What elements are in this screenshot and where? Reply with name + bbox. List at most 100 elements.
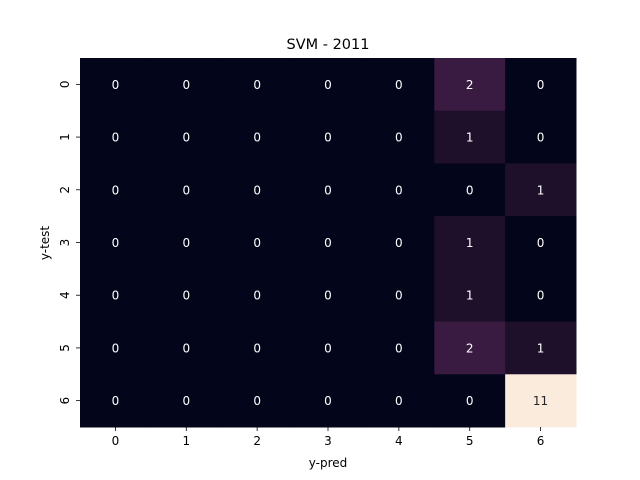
cell-label-r2-c4: 0 bbox=[395, 183, 403, 197]
heatmap-cell-r3-c6 bbox=[505, 216, 577, 270]
heatmap-cell-r6-c2 bbox=[221, 374, 294, 428]
heatmap-cell-r2-c6 bbox=[505, 163, 577, 217]
cell-label-r5-c2: 0 bbox=[253, 341, 261, 355]
cell-label-r1-c3: 0 bbox=[324, 131, 332, 145]
heatmap-cell-r3-c2 bbox=[221, 216, 294, 270]
cell-label-r0-c3: 0 bbox=[324, 78, 332, 92]
y-tick-label: 1 bbox=[58, 133, 72, 141]
x-tick-label: 6 bbox=[537, 434, 545, 448]
heatmap-cell-r5-c2 bbox=[221, 321, 294, 375]
heatmap-cell-r4-c6 bbox=[505, 268, 577, 323]
heatmap-cell-r6-c0 bbox=[80, 374, 152, 428]
cell-label-r6-c0: 0 bbox=[112, 394, 120, 408]
y-tick-label: 4 bbox=[58, 291, 72, 299]
cell-label-r6-c1: 0 bbox=[182, 394, 190, 408]
heatmap-cell-r5-c4 bbox=[363, 321, 435, 375]
chart-title: SVM - 2011 bbox=[287, 37, 370, 53]
heatmap-cell-r4-c0 bbox=[80, 268, 152, 323]
cell-label-r5-c6: 1 bbox=[537, 341, 545, 355]
heatmap-cell-r2-c4 bbox=[363, 163, 435, 217]
cell-label-r0-c5: 2 bbox=[466, 78, 474, 92]
cell-label-r1-c2: 0 bbox=[253, 131, 261, 145]
cell-label-r1-c6: 0 bbox=[537, 131, 545, 145]
cell-label-r3-c0: 0 bbox=[112, 236, 120, 250]
heatmap-cell-r1-c0 bbox=[80, 110, 152, 164]
x-tick-label: 3 bbox=[324, 434, 332, 448]
heatmap-cell-r3-c0 bbox=[80, 216, 152, 270]
cell-label-r6-c4: 0 bbox=[395, 394, 403, 408]
cell-label-r5-c4: 0 bbox=[395, 341, 403, 355]
x-tick-label: 0 bbox=[112, 434, 120, 448]
heatmap-cell-r0-c0 bbox=[80, 58, 152, 112]
heatmap-cell-r6-c6 bbox=[505, 374, 577, 428]
heatmap-cell-r4-c2 bbox=[221, 268, 294, 323]
x-axis-label: y-pred bbox=[309, 456, 348, 470]
heatmap-cell-r4-c3 bbox=[292, 268, 364, 323]
cell-annotations: 0 0 0 0 0 2 0 0 0 0 0 0 1 0 0 0 0 0 0 0 1 0 0 0 0 0 1 0 0 0 0 0 0 1 0 0 0 0 0 0… bbox=[112, 78, 549, 408]
cell-label-r5-c0: 0 bbox=[112, 341, 120, 355]
y-tick-label: 0 bbox=[58, 81, 72, 89]
cell-label-r2-c2: 0 bbox=[253, 183, 261, 197]
y-tick-label: 5 bbox=[58, 344, 72, 352]
heatmap-cell-r1-c3 bbox=[292, 110, 364, 164]
x-tick-label: 5 bbox=[466, 434, 474, 448]
x-axis: 0 1 2 3 4 5 6 bbox=[112, 427, 545, 448]
x-tick-label: 1 bbox=[182, 434, 190, 448]
heatmap-cell-r3-c4 bbox=[363, 216, 435, 270]
cell-label-r3-c2: 0 bbox=[253, 236, 261, 250]
cell-label-r2-c3: 0 bbox=[324, 183, 332, 197]
cell-label-r6-c3: 0 bbox=[324, 394, 332, 408]
y-axis-label: y-test bbox=[38, 226, 52, 261]
x-tick-label: 2 bbox=[253, 434, 261, 448]
heatmap-cell-r6-c3 bbox=[292, 374, 364, 428]
cell-label-r0-c2: 0 bbox=[253, 78, 261, 92]
heatmap-cell-r1-c5 bbox=[434, 110, 506, 164]
cell-label-r6-c2: 0 bbox=[253, 394, 261, 408]
heatmap-cell-r0-c5 bbox=[434, 58, 506, 112]
cell-label-r3-c4: 0 bbox=[395, 236, 403, 250]
cell-label-r5-c3: 0 bbox=[324, 341, 332, 355]
heatmap-cell-r5-c6 bbox=[505, 321, 577, 375]
cell-label-r2-c5: 0 bbox=[466, 183, 474, 197]
heatmap-cell-r5-c5 bbox=[434, 321, 506, 375]
heatmap-cell-r2-c5 bbox=[434, 163, 506, 217]
cell-label-r3-c1: 0 bbox=[182, 236, 190, 250]
heatmap-cell-r6-c4 bbox=[363, 374, 435, 428]
heatmap-cells bbox=[80, 58, 577, 428]
heatmap-cell-r5-c1 bbox=[150, 321, 223, 375]
cell-label-r0-c6: 0 bbox=[537, 78, 545, 92]
heatmap-cell-r5-c3 bbox=[292, 321, 364, 375]
y-tick-label: 3 bbox=[58, 239, 72, 247]
cell-label-r0-c0: 0 bbox=[112, 78, 120, 92]
cell-label-r2-c0: 0 bbox=[112, 183, 120, 197]
heatmap-cell-r1-c1 bbox=[150, 110, 223, 164]
heatmap-cell-r2-c2 bbox=[221, 163, 294, 217]
cell-label-r4-c3: 0 bbox=[324, 289, 332, 303]
heatmap-cell-r0-c4 bbox=[363, 58, 435, 112]
heatmap-cell-r0-c2 bbox=[221, 58, 294, 112]
heatmap-cell-r0-c6 bbox=[505, 58, 577, 112]
x-tick-label: 4 bbox=[395, 434, 403, 448]
cell-label-r3-c5: 1 bbox=[466, 236, 474, 250]
cell-label-r5-c5: 2 bbox=[466, 341, 474, 355]
y-axis: 0 1 2 3 4 5 6 bbox=[58, 81, 80, 405]
y-tick-label: 6 bbox=[58, 397, 72, 405]
heatmap-cell-r1-c4 bbox=[363, 110, 435, 164]
cell-label-r4-c6: 0 bbox=[537, 289, 545, 303]
heatmap-cell-r1-c2 bbox=[221, 110, 294, 164]
cell-label-r4-c1: 0 bbox=[182, 289, 190, 303]
cell-label-r3-c6: 0 bbox=[537, 236, 545, 250]
cell-label-r6-c5: 0 bbox=[466, 394, 474, 408]
cell-label-r3-c3: 0 bbox=[324, 236, 332, 250]
cell-label-r0-c1: 0 bbox=[182, 78, 190, 92]
cell-label-r0-c4: 0 bbox=[395, 78, 403, 92]
cell-label-r4-c2: 0 bbox=[253, 289, 261, 303]
heatmap-cell-r4-c1 bbox=[150, 268, 223, 323]
heatmap-cell-r3-c3 bbox=[292, 216, 364, 270]
cell-label-r1-c1: 0 bbox=[182, 131, 190, 145]
cell-label-r4-c5: 1 bbox=[466, 289, 474, 303]
cell-label-r5-c1: 0 bbox=[182, 341, 190, 355]
heatmap-cell-r2-c0 bbox=[80, 163, 152, 217]
y-tick-label: 2 bbox=[58, 186, 72, 194]
heatmap-cell-r0-c1 bbox=[150, 58, 223, 112]
